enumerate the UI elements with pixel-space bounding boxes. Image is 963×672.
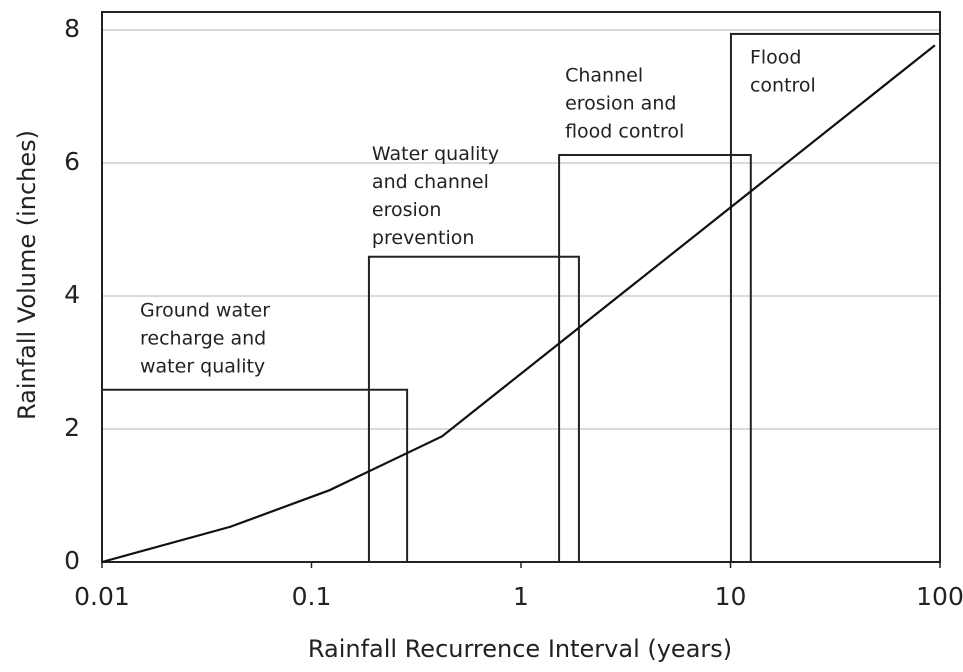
range-label: prevention: [372, 227, 475, 249]
range-label: Flood: [750, 46, 802, 68]
range-label: Water quality: [372, 143, 499, 165]
x-tick-label: 100: [916, 582, 963, 611]
x-tick-label: 0.01: [74, 582, 130, 611]
range-box: [101, 388, 409, 564]
y-tick-label: 6: [64, 147, 80, 176]
range-label: flood control: [565, 120, 684, 142]
x-tick-label: 10: [715, 582, 747, 611]
range-label: erosion and: [565, 92, 676, 114]
range-label: control: [750, 74, 816, 96]
range-label: water quality: [140, 355, 265, 377]
range-label: and channel: [372, 171, 489, 193]
data-line: [101, 44, 936, 564]
y-tick-label: 8: [64, 14, 80, 43]
range-label: Channel: [565, 64, 643, 86]
y-axis-title: Rainfall Volume (inches): [13, 130, 41, 420]
range-box: [367, 255, 580, 563]
x-tick-label: 0.1: [292, 582, 332, 611]
y-tick-label: 0: [64, 546, 80, 575]
range-label: recharge and: [140, 327, 266, 349]
range-label: Ground water: [140, 299, 270, 321]
range-label: erosion: [372, 199, 442, 221]
range-box: [558, 153, 752, 563]
y-tick-label: 4: [64, 280, 80, 309]
x-axis-title: Rainfall Recurrence Interval (years): [308, 635, 732, 663]
y-tick-label: 2: [64, 413, 80, 442]
x-tick-label: 1: [513, 582, 529, 611]
range-box: [729, 32, 941, 564]
